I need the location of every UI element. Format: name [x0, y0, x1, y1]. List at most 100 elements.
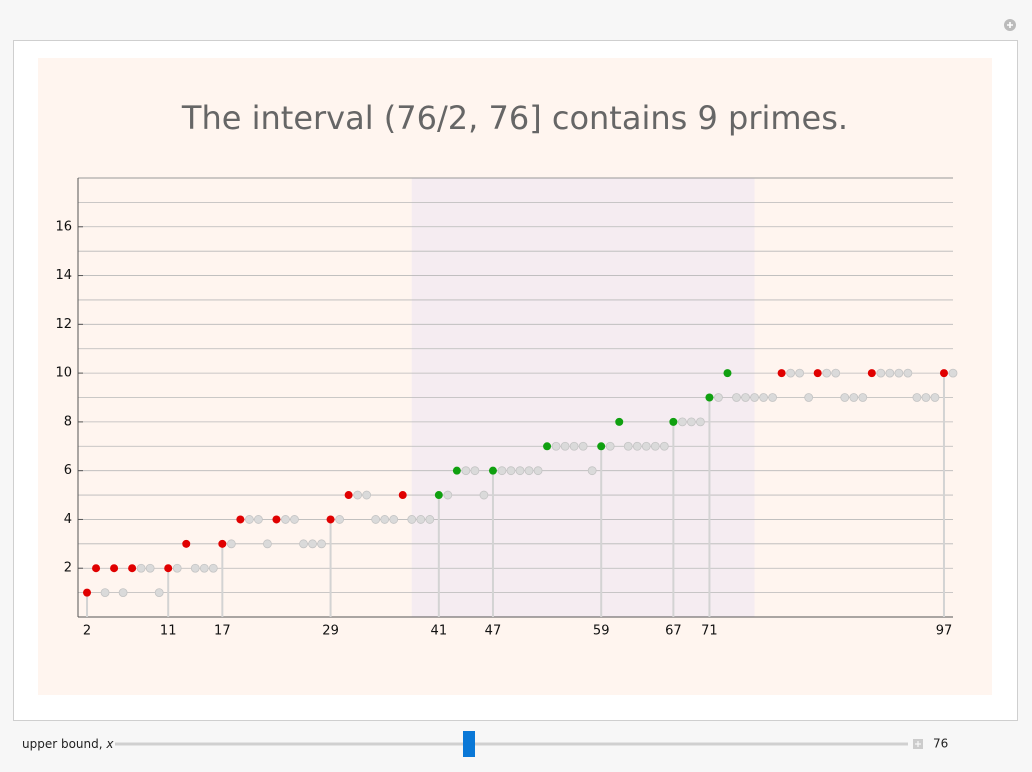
- point: [894, 368, 904, 378]
- point: [362, 490, 372, 500]
- point: [750, 393, 759, 402]
- point: [461, 466, 471, 476]
- point: [470, 466, 480, 476]
- point: [551, 441, 561, 451]
- point: [543, 442, 552, 451]
- point: [597, 442, 606, 451]
- y-tick-label: 10: [55, 366, 72, 381]
- point: [118, 588, 128, 598]
- point: [443, 490, 453, 500]
- point: [560, 441, 570, 451]
- point: [732, 393, 741, 402]
- point: [371, 515, 381, 524]
- point: [605, 441, 615, 451]
- y-tick-label: 12: [55, 317, 72, 332]
- point: [263, 539, 272, 549]
- point: [164, 564, 173, 573]
- point: [687, 417, 696, 427]
- point: [208, 563, 218, 573]
- point: [948, 368, 958, 378]
- y-tick-label: 14: [55, 268, 72, 283]
- point: [524, 466, 534, 476]
- point: [136, 563, 146, 573]
- point: [299, 539, 308, 549]
- point: [236, 515, 245, 524]
- point: [867, 369, 876, 378]
- y-tick-label: 16: [55, 219, 72, 234]
- point: [154, 588, 164, 598]
- point: [885, 368, 895, 378]
- point: [100, 588, 110, 598]
- point: [813, 369, 822, 378]
- point: [786, 368, 796, 378]
- point: [641, 441, 651, 451]
- point: [659, 441, 669, 451]
- point: [317, 539, 326, 549]
- point: [840, 393, 850, 402]
- point: [677, 417, 687, 427]
- point: [623, 441, 633, 451]
- point: [452, 466, 461, 475]
- slider-thumb[interactable]: [463, 731, 475, 757]
- point: [515, 466, 525, 476]
- y-tick-label: 4: [64, 512, 72, 527]
- point: [714, 393, 723, 402]
- point: [533, 466, 543, 476]
- point: [912, 393, 922, 402]
- point: [615, 417, 624, 426]
- point: [930, 393, 940, 402]
- point: [353, 490, 363, 500]
- y-tick-label: 6: [64, 463, 72, 478]
- point: [326, 515, 335, 524]
- point: [199, 563, 209, 573]
- point: [768, 393, 777, 402]
- x-tick-label: 47: [485, 624, 502, 639]
- slider-expand-icon: [915, 741, 921, 747]
- point: [705, 393, 714, 402]
- point: [696, 417, 705, 427]
- point: [407, 515, 417, 524]
- point: [226, 539, 236, 549]
- point: [795, 368, 805, 378]
- point: [281, 515, 290, 524]
- point: [939, 369, 948, 378]
- point: [759, 393, 768, 402]
- point: [569, 441, 579, 451]
- point: [479, 490, 489, 500]
- point: [389, 515, 399, 524]
- point: [272, 515, 281, 524]
- x-tick-label: 97: [936, 624, 953, 639]
- x-tick-label: 67: [665, 624, 682, 639]
- point: [380, 515, 390, 524]
- point: [831, 368, 841, 378]
- point: [741, 393, 750, 402]
- x-tick-label: 17: [214, 624, 231, 639]
- slider-label-text: upper bound,: [22, 737, 106, 751]
- x-tick-label: 71: [701, 624, 718, 639]
- point: [244, 515, 254, 524]
- x-tick-label: 2: [83, 624, 91, 639]
- point: [398, 491, 407, 500]
- point: [822, 368, 832, 378]
- point: [182, 539, 191, 548]
- slider-label: upper bound, x: [22, 737, 114, 751]
- point: [425, 515, 435, 524]
- y-tick-label: 2: [64, 561, 72, 576]
- point: [506, 466, 516, 476]
- point: [650, 441, 660, 451]
- options-icon: [1007, 22, 1013, 28]
- x-tick-label: 11: [160, 624, 177, 639]
- point: [83, 588, 92, 597]
- x-tick-label: 29: [322, 624, 339, 639]
- x-tick-label: 59: [593, 624, 610, 639]
- point: [777, 369, 786, 378]
- point: [308, 539, 317, 549]
- point: [110, 564, 119, 573]
- point: [434, 491, 443, 500]
- point: [344, 491, 353, 500]
- point: [218, 539, 227, 548]
- point: [849, 393, 859, 402]
- point: [335, 515, 344, 524]
